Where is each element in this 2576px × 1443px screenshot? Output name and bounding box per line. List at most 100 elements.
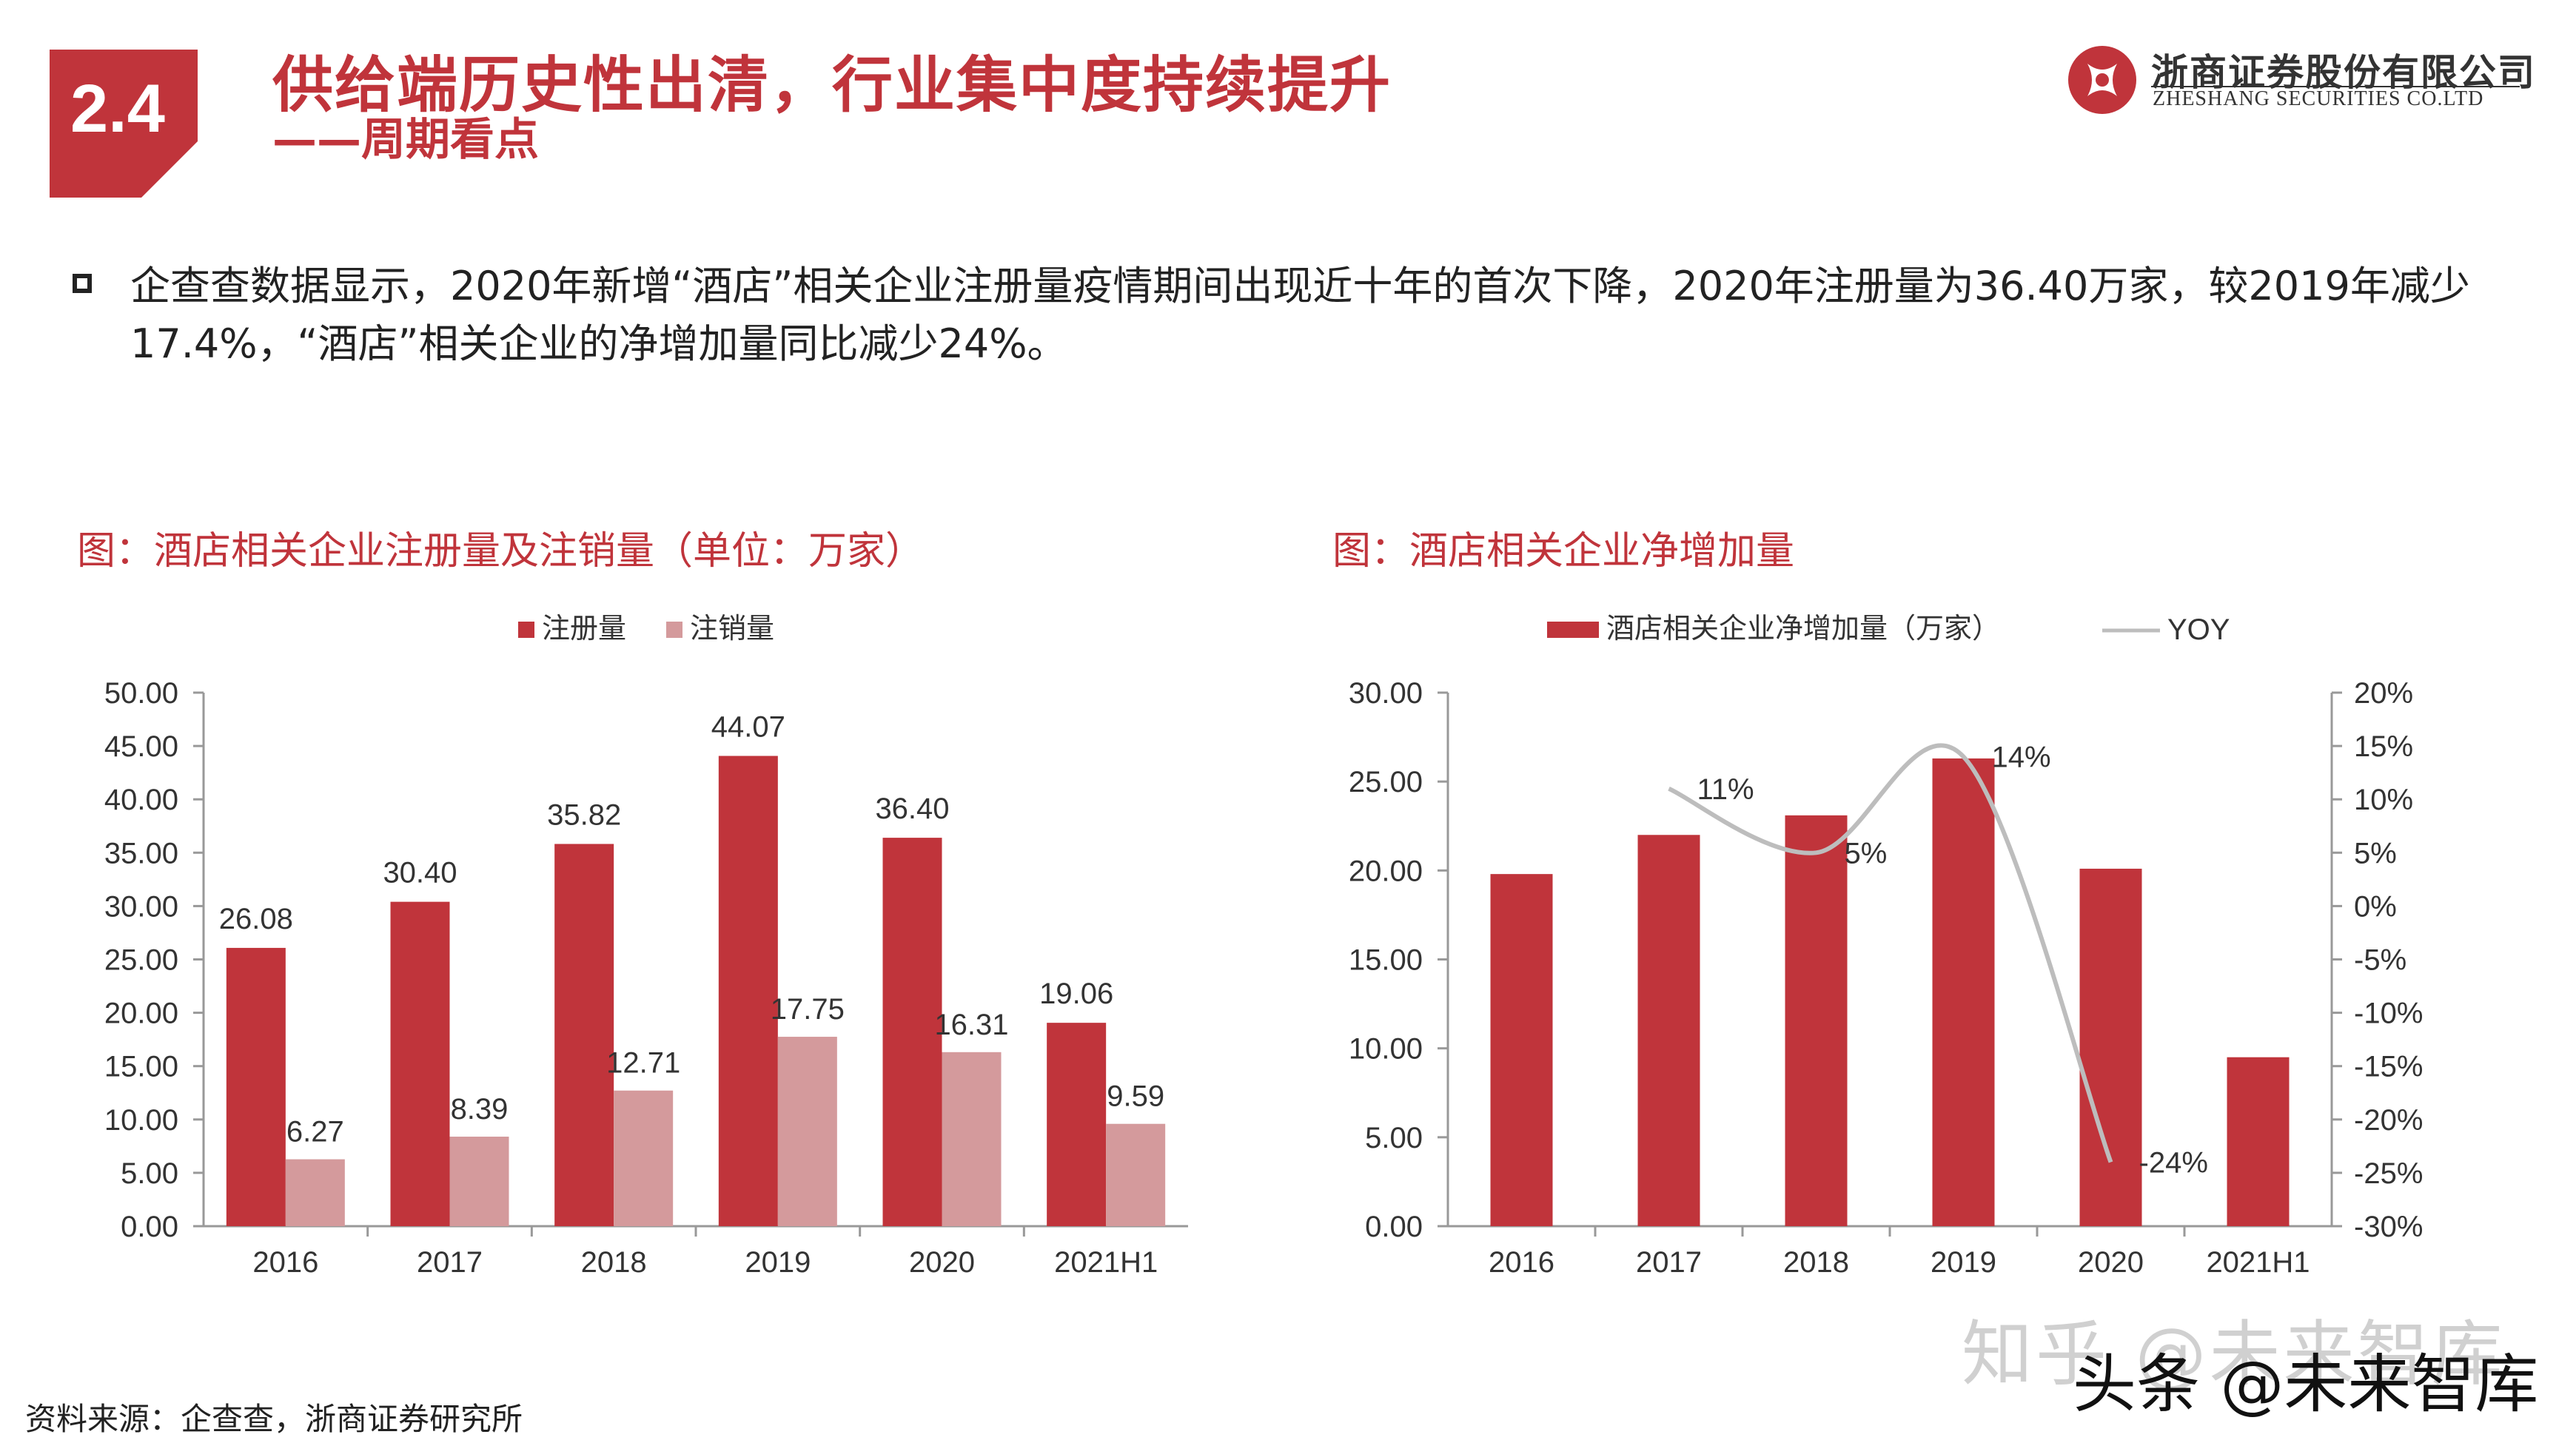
y-tick-label: 0.00 [121, 1211, 178, 1243]
y-tick-label-left: 15.00 [1349, 944, 1423, 977]
chart2-net-increase: 酒店相关企业净增加量（万家） YOY 0.00 5.00 10.00 15.00 20.00… [1349, 613, 2424, 1279]
chart1-title: 图：酒店相关企业注册量及注销量（单位：万家） [77, 529, 925, 574]
page-subtitle: ——周期看点 [272, 114, 539, 166]
y-tick-label: 30.00 [104, 890, 178, 923]
y-tick-label: 20.00 [104, 998, 178, 1030]
data-label-cancellation: 9.59 [1107, 1080, 1164, 1113]
y-tick-label-left: 30.00 [1349, 677, 1423, 710]
y-tick-label-right: 10% [2354, 784, 2413, 816]
legend-label-1: 注销量 [690, 613, 774, 645]
data-label-registration: 35.82 [547, 798, 621, 831]
page-title: 供给端历史性出清，行业集中度持续提升 [272, 50, 1392, 121]
y-tick-label-right: -30% [2354, 1211, 2423, 1243]
y-tick-label-right: -20% [2354, 1104, 2423, 1137]
bar-cancellation [449, 1137, 509, 1226]
bar-net-increase [1637, 835, 1700, 1226]
yoy-data-label: 11% [1697, 773, 1754, 806]
y-tick-label-right: -5% [2354, 944, 2406, 977]
y-tick-label-left: 10.00 [1349, 1033, 1423, 1066]
legend-label-0: 注册量 [542, 613, 626, 645]
chart2-title: 图：酒店相关企业净增加量 [1332, 529, 1795, 574]
company-name-en: ZHESHANG SECURITIES CO.LTD [2153, 87, 2484, 110]
yoy-line [1668, 743, 2113, 1163]
y-tick-label-right: -25% [2354, 1157, 2423, 1190]
x-tick-label: 2016 [1489, 1246, 1554, 1279]
y-tick-label: 25.00 [104, 944, 178, 977]
y-tick-label-right: 5% [2354, 837, 2397, 870]
bar-cancellation [777, 1037, 837, 1226]
bar-registration [390, 901, 450, 1226]
y-tick-label-right: 20% [2354, 677, 2413, 710]
bar-cancellation [285, 1159, 345, 1226]
yoy-data-label: 14% [1992, 741, 2051, 774]
x-tick-label: 2017 [1636, 1246, 1702, 1279]
bar-net-increase [1932, 758, 1995, 1226]
y-tick-label: 10.00 [104, 1104, 178, 1137]
data-label-cancellation: 16.31 [934, 1009, 1008, 1041]
x-tick-label: 2018 [1783, 1246, 1849, 1279]
bar-registration [882, 838, 942, 1226]
legend-label-bar: 酒店相关企业净增加量（万家） [1606, 613, 2000, 645]
bar-cancellation [614, 1090, 674, 1226]
y-tick-label: 15.00 [104, 1051, 178, 1083]
bar-net-increase [2079, 868, 2142, 1226]
x-tick-label: 2020 [2078, 1246, 2144, 1279]
zhihu-watermark: 知乎 @未来智库 [1962, 1313, 2506, 1396]
body-paragraph: 企查查数据显示，2020年新增“酒店”相关企业注册量疫情期间出现近十年的首次下降… [130, 263, 2470, 367]
legend-label-line: YOY [2167, 613, 2230, 646]
bar-cancellation [942, 1052, 1002, 1226]
company-logo: 浙商证券股份有限公司 ZHESHANG SECURITIES CO.LTD [2065, 43, 2535, 124]
x-tick-label: 2020 [909, 1246, 975, 1279]
bar-registration [226, 947, 286, 1226]
y-tick-label-right: -10% [2354, 998, 2423, 1030]
bar-net-increase [2227, 1057, 2290, 1226]
y-tick-label: 35.00 [104, 837, 178, 870]
legend-swatch-1 [666, 622, 682, 638]
section-number: 2.4 [70, 71, 165, 147]
y-tick-label-left: 25.00 [1349, 766, 1423, 798]
data-label-cancellation: 17.75 [771, 993, 845, 1026]
y-tick-label-right: 0% [2354, 890, 2397, 923]
data-label-cancellation: 8.39 [451, 1093, 509, 1126]
x-tick-label: 2019 [745, 1246, 811, 1279]
data-label-cancellation: 6.27 [286, 1116, 344, 1148]
legend-swatch-0 [518, 622, 534, 638]
data-label-registration: 26.08 [219, 903, 293, 935]
data-label-registration: 19.06 [1039, 978, 1113, 1010]
y-tick-label: 50.00 [104, 677, 178, 710]
y-tick-label-left: 5.00 [1365, 1122, 1423, 1154]
bar-net-increase [1785, 815, 1848, 1226]
data-label-registration: 44.07 [711, 711, 785, 744]
x-tick-label: 2018 [581, 1246, 647, 1279]
chart1-registration: 注册量 注销量 0.00 5.00 10.00 15.00 20.00 25.00 30.00 3… [104, 613, 1188, 1279]
x-tick-label: 2017 [417, 1246, 483, 1279]
section-number-box: 2.4 [50, 50, 198, 198]
toutiao-watermark: 头条 @未来智库 [2073, 1348, 2539, 1422]
y-tick-label-right: -15% [2354, 1051, 2423, 1083]
bar-net-increase [1490, 874, 1553, 1226]
data-label-registration: 30.40 [383, 857, 457, 889]
x-tick-label: 2021H1 [2206, 1246, 2310, 1279]
x-tick-label: 2019 [1931, 1246, 1996, 1279]
y-tick-label: 45.00 [104, 730, 178, 763]
y-tick-label-left: 0.00 [1365, 1211, 1423, 1243]
x-tick-label: 2016 [252, 1246, 318, 1279]
bar-registration [1047, 1023, 1107, 1226]
yoy-data-label: 5% [1845, 837, 1888, 870]
x-tick-label: 2021H1 [1054, 1246, 1158, 1279]
y-tick-label-right: 15% [2354, 730, 2413, 763]
bar-registration [718, 756, 778, 1226]
bullet-square-icon [73, 274, 92, 293]
zheshang-logo-icon [2068, 46, 2136, 114]
legend-swatch-bar [1547, 622, 1599, 638]
bar-registration [554, 844, 614, 1226]
logo-divider [2151, 86, 2520, 87]
y-tick-label: 40.00 [104, 784, 178, 816]
data-label-cancellation: 12.71 [606, 1047, 680, 1080]
yoy-data-label: -24% [2139, 1146, 2208, 1179]
y-tick-label: 5.00 [121, 1157, 178, 1190]
bar-cancellation [1106, 1123, 1166, 1226]
source-note: 资料来源：企查查，浙商证券研究所 [25, 1401, 523, 1437]
data-label-registration: 36.40 [875, 793, 949, 825]
y-tick-label-left: 20.00 [1349, 855, 1423, 887]
